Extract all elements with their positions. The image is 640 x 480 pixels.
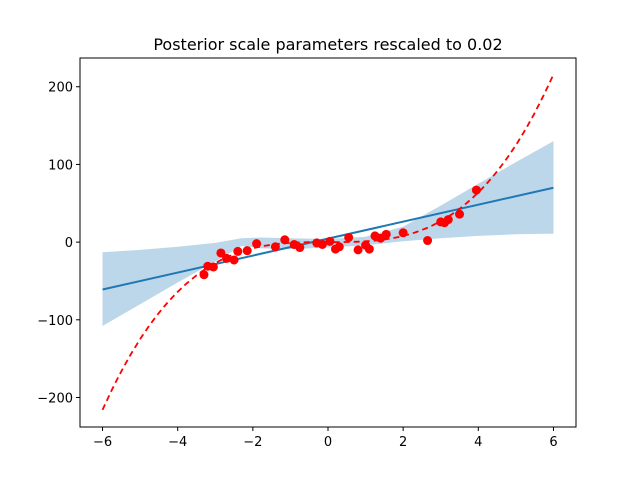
plot-area: −6 −4 −2 0 2 4 6 −200 −100 0 100 200 xyxy=(37,57,577,450)
x-tick-label: −2 xyxy=(243,435,262,450)
y-tick-label: −100 xyxy=(37,314,73,329)
data-point xyxy=(199,270,209,280)
data-point xyxy=(242,246,252,256)
x-tick-label: −6 xyxy=(93,435,112,450)
data-point xyxy=(344,232,354,242)
x-tick-label: 6 xyxy=(549,435,557,450)
data-point xyxy=(398,228,408,238)
data-point xyxy=(280,235,290,245)
data-point xyxy=(423,236,433,246)
uncertainty-band xyxy=(102,141,554,326)
y-tick-label: 100 xyxy=(48,158,73,173)
y-tick-label: 0 xyxy=(65,236,73,251)
data-point xyxy=(216,248,226,258)
y-tick-label: −200 xyxy=(37,391,73,406)
data-point xyxy=(334,242,344,252)
data-point xyxy=(295,243,305,253)
data-point xyxy=(317,239,327,249)
data-point xyxy=(471,185,481,195)
chart-title: Posterior scale parameters rescaled to 0… xyxy=(153,35,502,54)
y-tick-label: 200 xyxy=(48,81,73,96)
data-point xyxy=(443,215,453,225)
x-tick-label: 0 xyxy=(324,435,332,450)
data-point xyxy=(353,245,363,255)
data-point xyxy=(252,239,262,249)
x-tick-label: −4 xyxy=(168,435,187,450)
data-point xyxy=(381,229,391,239)
data-point xyxy=(325,236,335,246)
x-tick-label: 4 xyxy=(474,435,482,450)
data-point xyxy=(270,242,280,252)
data-point xyxy=(229,255,239,265)
data-point xyxy=(364,244,374,254)
data-point xyxy=(208,262,218,272)
data-point xyxy=(455,209,465,219)
data-point xyxy=(222,253,232,263)
x-tick-label: 2 xyxy=(399,435,407,450)
data-point xyxy=(233,246,243,256)
